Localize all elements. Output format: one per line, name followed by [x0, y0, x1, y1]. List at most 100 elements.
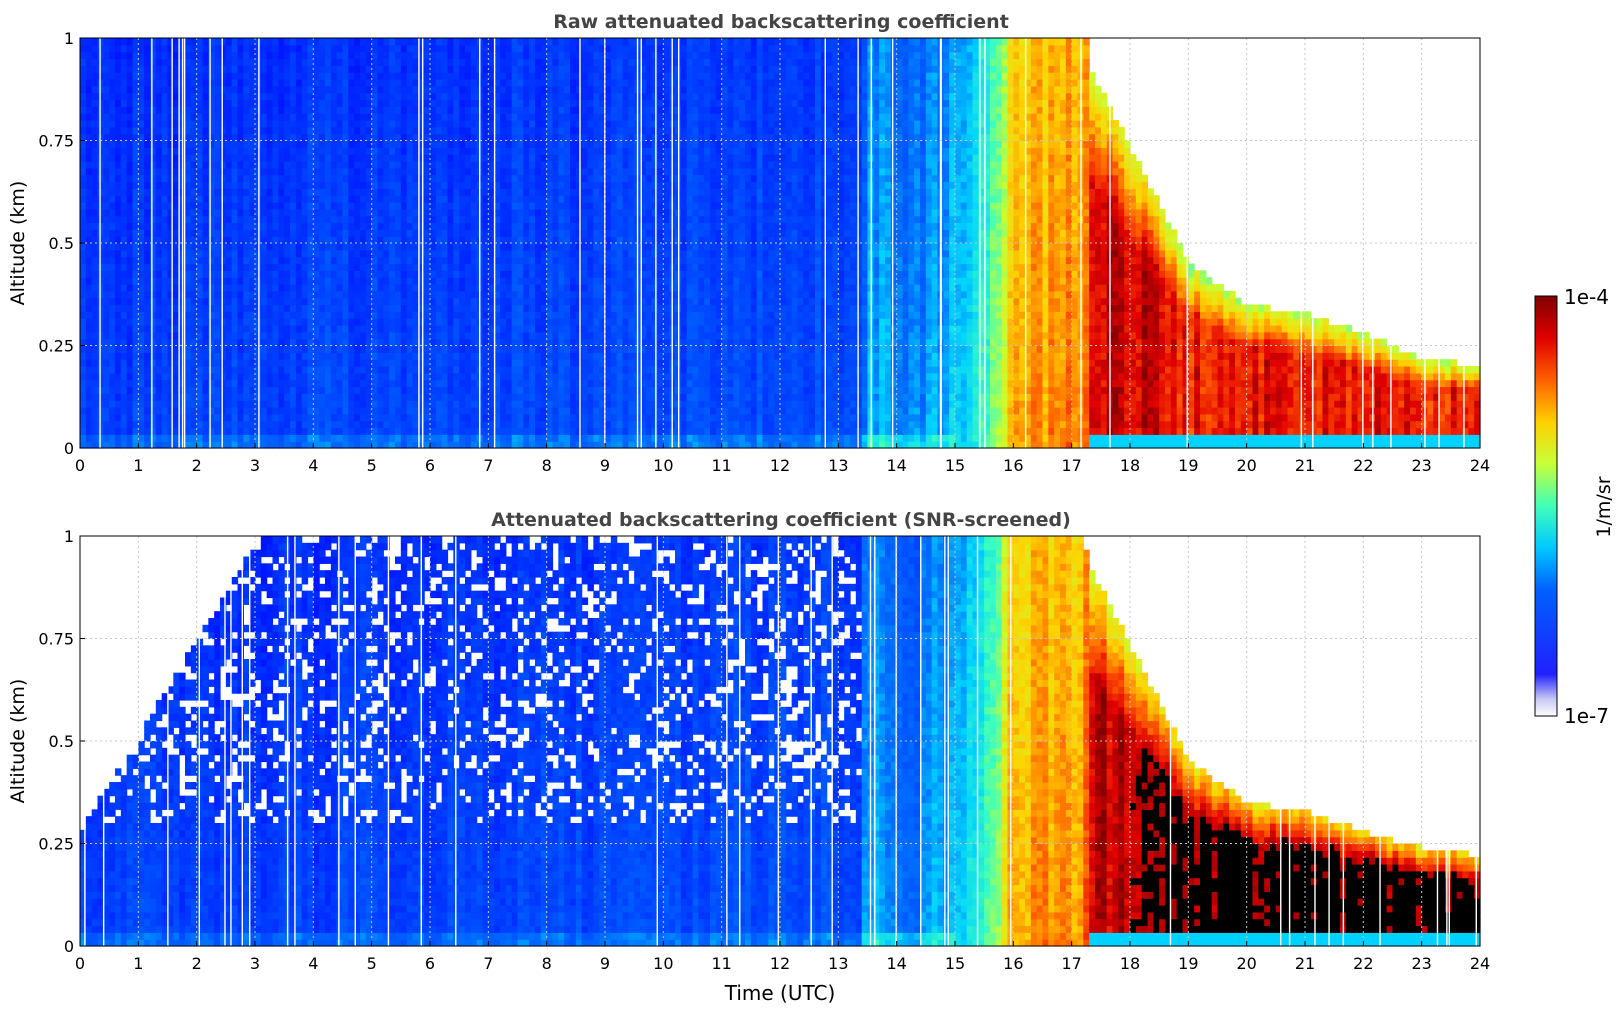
heatmap-cell: [138, 65, 144, 72]
heatmap-cell: [488, 243, 494, 250]
heatmap-cell: [343, 223, 349, 230]
heatmap-cell: [150, 141, 156, 148]
heatmap-cell: [185, 366, 191, 373]
heatmap-cell: [372, 332, 378, 339]
heatmap-cell: [133, 311, 139, 318]
heatmap-cell: [459, 38, 465, 45]
heatmap-cell: [360, 257, 366, 264]
heatmap-cell: [453, 257, 459, 264]
heatmap-cell: [226, 59, 232, 66]
heatmap-cell: [138, 182, 144, 189]
heatmap-cell: [343, 161, 349, 168]
heatmap-cell: [529, 277, 535, 284]
heatmap-cell: [558, 168, 564, 175]
heatmap-cell: [319, 250, 325, 257]
heatmap-cell: [360, 154, 366, 161]
heatmap-cell: [121, 100, 127, 107]
heatmap-cell: [302, 65, 308, 72]
heatmap-cell: [442, 147, 448, 154]
heatmap-cell: [162, 161, 168, 168]
heatmap-cell: [278, 154, 284, 161]
heatmap-cell: [220, 59, 226, 66]
heatmap-cell: [518, 339, 524, 346]
heatmap-cell: [512, 298, 518, 305]
heatmap-cell: [512, 52, 518, 59]
heatmap-cell: [553, 154, 559, 161]
heatmap-cell: [115, 284, 121, 291]
heatmap-cell: [378, 175, 384, 182]
heatmap-cell: [500, 277, 506, 284]
heatmap-cell: [389, 168, 395, 175]
heatmap-cell: [348, 127, 354, 134]
heatmap-cell: [348, 291, 354, 298]
heatmap-cell: [325, 141, 331, 148]
heatmap-cell: [92, 223, 98, 230]
heatmap-cell: [529, 250, 535, 257]
heatmap-cell: [407, 380, 413, 387]
heatmap-cell: [278, 373, 284, 380]
heatmap-cell: [325, 202, 331, 209]
heatmap-cell: [313, 250, 319, 257]
heatmap-cell: [80, 387, 86, 394]
heatmap-cell: [208, 305, 214, 312]
heatmap-cell: [238, 79, 244, 86]
heatmap-cell: [343, 428, 349, 435]
heatmap-cell: [436, 318, 442, 325]
heatmap-cell: [203, 223, 209, 230]
heatmap-cell: [389, 332, 395, 339]
heatmap-cell: [103, 311, 109, 318]
heatmap-cell: [115, 100, 121, 107]
heatmap-cell: [389, 86, 395, 93]
heatmap-cell: [261, 434, 267, 441]
heatmap-cell: [553, 79, 559, 86]
heatmap-cell: [208, 325, 214, 332]
heatmap-cell: [442, 38, 448, 45]
heatmap-cell: [558, 400, 564, 407]
heatmap-cell: [389, 264, 395, 271]
heatmap-cell: [325, 113, 331, 120]
heatmap-cell: [459, 373, 465, 380]
heatmap-cell: [150, 284, 156, 291]
heatmap-cell: [348, 59, 354, 66]
heatmap-cell: [302, 291, 308, 298]
heatmap-cell: [103, 236, 109, 243]
heatmap-cell: [138, 339, 144, 346]
heatmap-cell: [413, 161, 419, 168]
heatmap-cell: [378, 311, 384, 318]
heatmap-cell: [313, 284, 319, 291]
heatmap-cell: [185, 65, 191, 72]
heatmap-cell: [348, 188, 354, 195]
heatmap-cell: [273, 428, 279, 435]
heatmap-cell: [512, 428, 518, 435]
heatmap-cell: [331, 216, 337, 223]
heatmap-cell: [436, 202, 442, 209]
heatmap-cell: [214, 141, 220, 148]
heatmap-cell: [127, 332, 133, 339]
heatmap-cell: [500, 421, 506, 428]
heatmap-cell: [80, 38, 86, 45]
heatmap-cell: [214, 359, 220, 366]
heatmap-cell: [448, 291, 454, 298]
heatmap-cell: [389, 428, 395, 435]
heatmap-cell: [360, 209, 366, 216]
heatmap-cell: [109, 106, 115, 113]
heatmap-cell: [220, 45, 226, 52]
heatmap-cell: [232, 79, 238, 86]
heatmap-cell: [401, 72, 407, 79]
heatmap-cell: [389, 434, 395, 441]
heatmap-cell: [162, 127, 168, 134]
heatmap-cell: [488, 229, 494, 236]
heatmap-cell: [261, 223, 267, 230]
heatmap-cell: [302, 346, 308, 353]
heatmap-cell: [372, 229, 378, 236]
heatmap-cell: [92, 346, 98, 353]
heatmap-cell: [103, 154, 109, 161]
heatmap-cell: [354, 407, 360, 414]
heatmap-cell: [302, 305, 308, 312]
heatmap-cell: [430, 428, 436, 435]
heatmap-cell: [168, 270, 174, 277]
heatmap-cell: [214, 250, 220, 257]
heatmap-cell: [553, 250, 559, 257]
heatmap-cell: [523, 277, 529, 284]
heatmap-cell: [518, 72, 524, 79]
